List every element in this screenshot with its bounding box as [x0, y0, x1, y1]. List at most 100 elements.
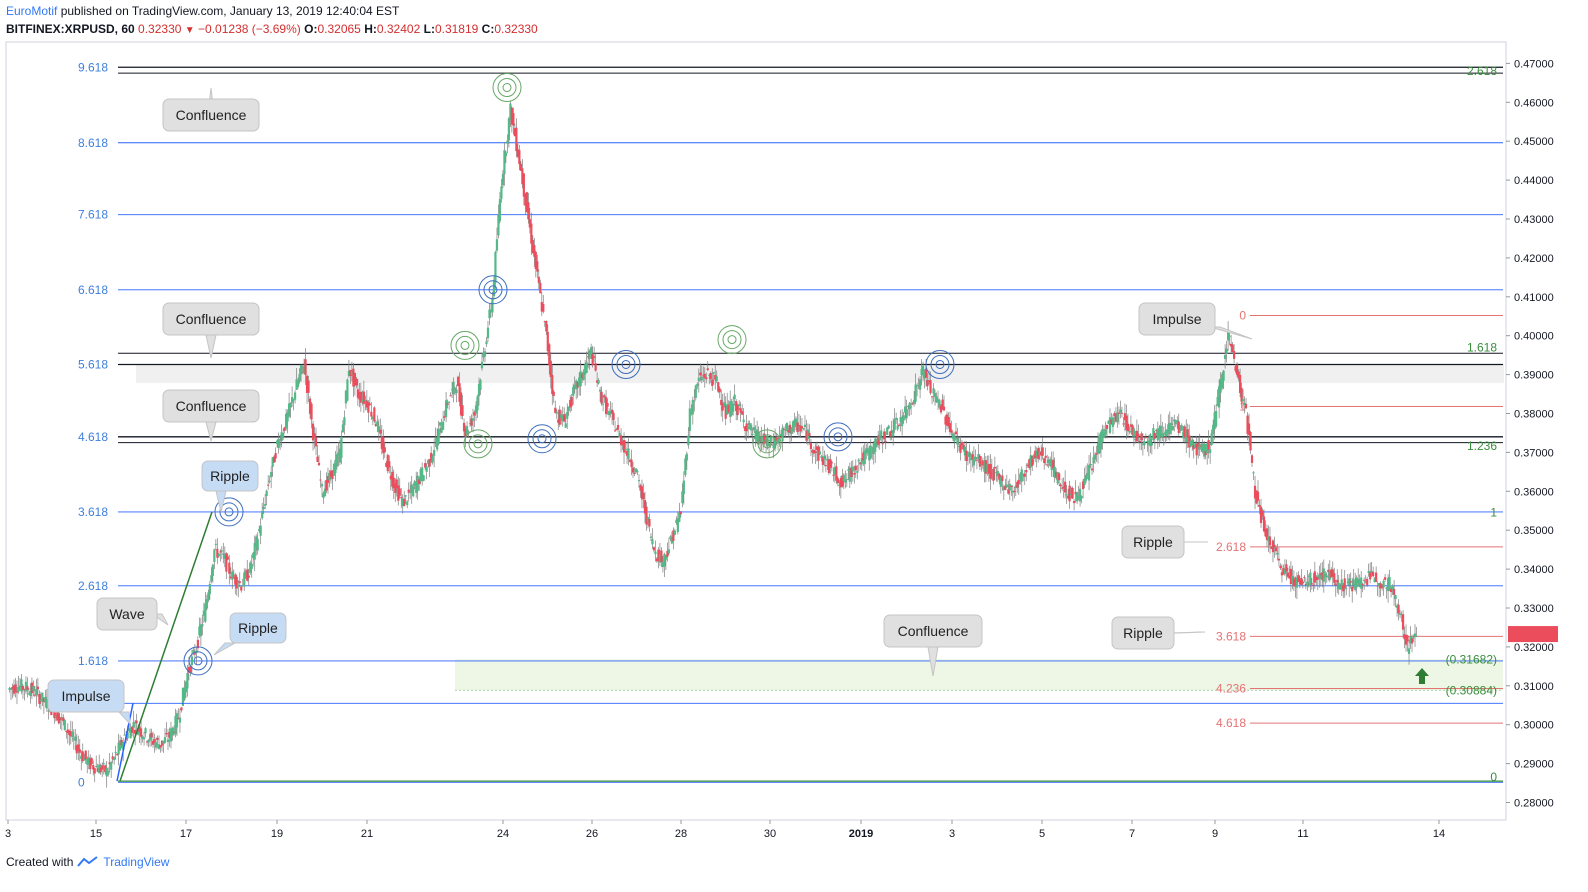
candle-body — [1189, 440, 1192, 447]
candle-body — [953, 436, 956, 442]
candle-body — [630, 459, 633, 468]
candle-body — [615, 429, 618, 431]
annotation-callout[interactable]: Ripple — [1111, 616, 1206, 650]
candle-body — [45, 699, 48, 709]
annotation-callout[interactable]: Confluence — [162, 389, 260, 443]
candle-body — [811, 450, 814, 453]
candle-body — [848, 467, 851, 482]
candle-body — [515, 127, 518, 152]
author-link[interactable]: EuroMotif — [6, 4, 58, 18]
x-tick-label: 2019 — [849, 828, 873, 840]
candle-body — [439, 422, 442, 426]
candle-body — [1029, 455, 1032, 468]
candle-body — [20, 679, 23, 692]
candle-body — [913, 399, 916, 404]
candle-body — [812, 449, 816, 454]
candle-body — [935, 396, 938, 403]
candle-body — [78, 749, 81, 753]
candle-body — [911, 403, 914, 405]
candle-body — [250, 563, 253, 569]
annotation-callout[interactable]: Ripple — [201, 460, 259, 513]
candle-body — [1297, 575, 1300, 582]
candle-body — [237, 585, 240, 587]
candle-body — [148, 734, 152, 741]
candle-body — [1310, 583, 1313, 585]
candle-body — [459, 392, 463, 416]
candle-body — [1301, 581, 1304, 584]
candle-body — [1013, 490, 1016, 493]
annotation-callout[interactable]: Ripple — [1121, 525, 1208, 559]
candle-body — [222, 553, 225, 555]
candle-body — [62, 717, 65, 722]
candle-body — [1101, 429, 1104, 443]
candle-body — [21, 686, 25, 690]
candle-body — [1192, 445, 1195, 450]
candle-body — [1261, 510, 1264, 517]
candle-body — [927, 380, 931, 382]
published-text: published on TradingView.com, January 13… — [60, 4, 400, 18]
candle-body — [587, 356, 590, 358]
candle-body — [585, 362, 588, 373]
candle-body — [829, 459, 832, 468]
red-fib-label: 4.236 — [1216, 682, 1246, 696]
candle-body — [1032, 455, 1035, 460]
candle-body — [147, 740, 150, 743]
candle-body — [1046, 464, 1049, 466]
candle-body — [942, 406, 946, 411]
candle-body — [803, 424, 807, 428]
candle-body — [578, 377, 581, 387]
candle-body — [667, 549, 670, 554]
candle-body — [835, 466, 838, 481]
candle-body — [214, 543, 217, 545]
candle-body — [15, 691, 19, 693]
candle-body — [832, 474, 835, 476]
candle-body — [461, 405, 464, 416]
candle-body — [877, 435, 880, 445]
candle-body — [1271, 540, 1275, 553]
candle-body — [1334, 583, 1337, 586]
candle-body — [1385, 587, 1388, 589]
candle-body — [721, 403, 724, 411]
candle-body — [1331, 569, 1334, 577]
candle-body — [1276, 553, 1279, 555]
candle-body — [447, 401, 451, 403]
candle-body — [39, 699, 42, 701]
candle-body — [1249, 431, 1252, 451]
candle-body — [1316, 576, 1319, 580]
annotation-callout[interactable]: Impulse — [47, 679, 131, 726]
annotation-callout[interactable]: Confluence — [162, 87, 260, 132]
candle-body — [298, 374, 301, 382]
candle-body — [1204, 451, 1207, 456]
candle-body — [684, 458, 687, 475]
candle-body — [326, 476, 330, 483]
candle-body — [211, 564, 214, 576]
candle-body — [486, 327, 490, 339]
candle-body — [593, 356, 596, 358]
annotation-callout[interactable]: Confluence — [883, 614, 983, 677]
candle-body — [274, 453, 277, 459]
candle-body — [328, 472, 331, 481]
candle-body — [1143, 441, 1146, 446]
candle-body — [830, 462, 833, 464]
annotation-callout[interactable]: Impulse — [1138, 302, 1253, 340]
candle-body — [1135, 430, 1138, 442]
candle-body — [373, 407, 376, 422]
annotation-callout[interactable]: Ripple — [213, 612, 287, 656]
candle-body — [163, 737, 167, 743]
candle-body — [787, 430, 790, 433]
candle-body — [92, 765, 95, 770]
candle-body — [166, 739, 170, 743]
candle-body — [1209, 449, 1212, 454]
candle-body — [1159, 425, 1162, 436]
candle-body — [543, 321, 546, 323]
candle-body — [857, 459, 860, 462]
candle-body — [1089, 463, 1092, 465]
candle-body — [1252, 472, 1255, 474]
annotation-callout[interactable]: Confluence — [162, 302, 260, 359]
candle-body — [1237, 371, 1240, 379]
annotation-callout[interactable]: Wave — [96, 597, 169, 631]
tradingview-link[interactable]: TradingView — [103, 855, 170, 869]
candle-body — [1104, 429, 1107, 435]
candle-body — [907, 405, 910, 407]
